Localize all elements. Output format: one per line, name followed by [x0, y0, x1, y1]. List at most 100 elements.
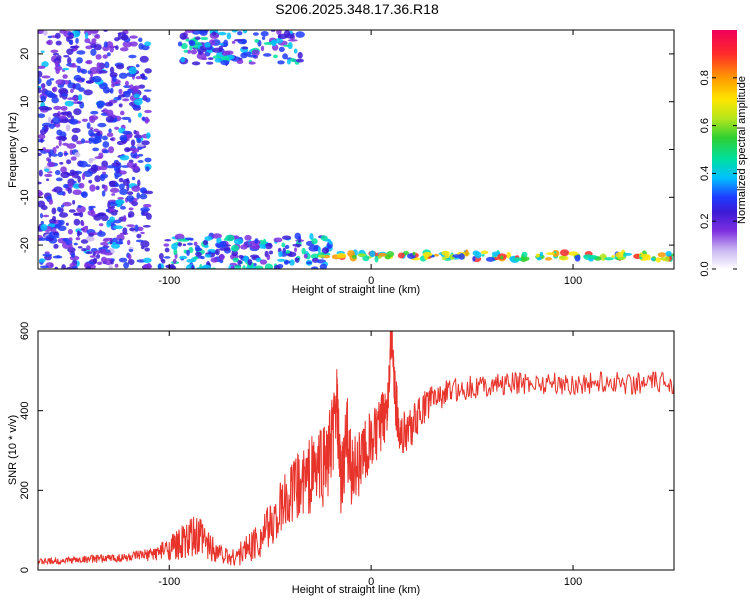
spectrogram-cell	[105, 115, 114, 123]
spectrogram-cell	[113, 225, 124, 230]
spectrogram-cell	[67, 56, 72, 65]
spectrogram-cell	[38, 77, 42, 85]
spectrogram-cell	[53, 186, 63, 193]
spectrogram-cell	[121, 34, 129, 41]
spectrogram-plot-area	[38, 30, 674, 269]
spectrogram-cell	[171, 265, 177, 269]
spectrogram-cell	[186, 258, 195, 263]
spectrogram-cell	[96, 62, 102, 69]
spectrogram-cell	[231, 40, 236, 44]
spectrogram-cell	[232, 265, 242, 269]
spectrogram-cell	[640, 254, 651, 258]
spectrogram-cell	[319, 263, 328, 269]
spectrogram-cell	[58, 219, 65, 226]
spectrogram-cell	[109, 216, 115, 223]
spectrogram-cell	[60, 204, 65, 208]
spectrogram-cell	[272, 54, 278, 59]
spectrogram-cell	[188, 246, 194, 253]
spectrogram-cell	[38, 200, 46, 208]
spectrogram-cell	[130, 139, 136, 147]
spectrogram-cell	[69, 169, 76, 175]
spectrogram-cell	[115, 182, 119, 187]
spectrogram-cell	[276, 30, 282, 35]
spectrogram-cell	[129, 35, 138, 39]
spectrogram-cell	[49, 78, 55, 81]
spectrogram-cell	[172, 258, 177, 264]
spectrogram-cell	[122, 98, 130, 102]
spectrogram-cell	[481, 254, 485, 257]
spectrogram-x-ticks: -100 0 100	[158, 30, 582, 287]
spectrogram-cell	[123, 85, 131, 88]
spectrogram-cell	[521, 251, 528, 258]
spectrogram-cell	[86, 80, 95, 84]
spectrogram-cell	[122, 130, 132, 135]
spectrogram-cell	[85, 251, 93, 255]
spectrogram-cell	[119, 183, 125, 190]
spectrogram-cell	[128, 207, 134, 211]
spectrogram-cell	[38, 133, 46, 140]
spectrogram-cell	[236, 59, 244, 65]
snr-panel: -100 0 100 0 200 400 600 Height of straight l…	[7, 322, 675, 596]
spectrogram-cell	[108, 208, 116, 212]
spectrogram-cell	[180, 56, 186, 63]
spectrogram-cell	[133, 98, 143, 106]
spectrogram-cell	[200, 255, 205, 260]
spectrogram-cell	[76, 57, 83, 64]
spectrogram-cell	[601, 254, 606, 258]
colorbar-tick-label: 0.4	[699, 166, 711, 181]
spectrogram-cell	[193, 241, 198, 246]
spectrogram-cell	[93, 44, 102, 51]
spectrogram-cell	[72, 180, 77, 184]
spectrogram-cell	[220, 60, 230, 66]
spectrogram-cell	[237, 31, 243, 36]
spectrogram-cell	[232, 257, 240, 263]
spectrogram-cell	[77, 94, 83, 101]
spectrogram-cell	[58, 212, 69, 218]
spectrogram-cell	[85, 60, 91, 64]
spectrogram-cell	[500, 255, 504, 260]
spectrogram-cell	[62, 142, 69, 146]
spectrogram-cell	[309, 233, 314, 240]
spectrogram-cell	[87, 70, 91, 75]
spectrogram-cell	[114, 209, 119, 213]
spectrogram-cell	[88, 41, 97, 45]
spectrogram-cell	[102, 135, 108, 141]
spectrogram-cell	[252, 32, 259, 36]
spectrogram-cell	[177, 242, 183, 247]
spectrogram-cell	[242, 30, 248, 34]
spectrogram-cell	[48, 199, 54, 205]
spectrogram-cell	[46, 157, 50, 162]
spectrogram-cell	[51, 116, 61, 125]
spectrogram-cell	[512, 257, 523, 262]
x-tick-label: -100	[158, 275, 180, 287]
spectrogram-cell	[61, 264, 66, 269]
spectrogram-cell	[81, 191, 88, 199]
spectrogram-cell	[131, 200, 139, 207]
spectrogram-cell	[611, 255, 615, 258]
spectrogram-cell	[86, 245, 91, 251]
spectrogram-cell	[144, 157, 152, 163]
spectrogram-cell	[113, 219, 122, 224]
spectrogram-cell	[297, 51, 303, 59]
spectrogram-cell	[41, 126, 46, 130]
spectrogram-cell	[71, 127, 81, 134]
spectrogram-cell	[138, 43, 144, 50]
spectrogram-cell	[210, 257, 219, 263]
spectrogram-cell	[109, 187, 120, 193]
spectrogram-cell	[42, 253, 53, 257]
spectrogram-cell	[536, 256, 542, 261]
spectrogram-cell	[336, 252, 347, 259]
spectrogram-cell	[183, 49, 189, 53]
spectrogram-cell	[98, 223, 104, 227]
spectrogram-cell	[66, 110, 73, 118]
spectrogram-cell	[119, 170, 127, 175]
spectrogram-cell	[79, 212, 84, 218]
spectrogram-cell	[67, 187, 73, 194]
spectrogram-cell	[141, 140, 150, 146]
spectrogram-cell	[95, 54, 102, 60]
spectrogram-cell	[46, 39, 53, 46]
spectrogram-cell	[171, 243, 178, 250]
spectrogram-cell	[68, 183, 73, 187]
spectrogram-cell	[80, 138, 86, 144]
spectrogram-cell	[259, 259, 268, 265]
